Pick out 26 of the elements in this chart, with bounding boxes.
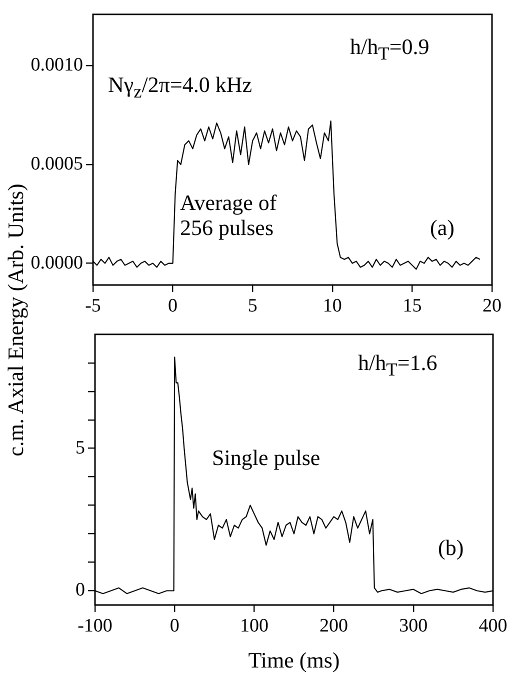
annotation: (b) [438, 535, 464, 560]
annotation: h/h$_{T}$=0.9 [350, 34, 430, 64]
x-tick-label: 200 [320, 615, 348, 636]
y-tick-label: 0.0010 [30, 54, 83, 76]
annotation: Nγ$_{z}$/2π=4.0 kHz [108, 72, 252, 102]
y-tick-label: 0 [76, 580, 85, 601]
x-tick-label: 400 [478, 615, 508, 636]
x-tick-label: -5 [85, 295, 101, 316]
annotation: Single pulse [212, 445, 320, 470]
y-axis-title: c.m. Axial Energy (Arb. Units) [3, 184, 29, 456]
x-tick-label: -100 [78, 615, 112, 636]
x-tick-label: 5 [248, 295, 258, 316]
annotation: (a) [430, 215, 454, 240]
y-tick-label: 0.0005 [30, 154, 83, 174]
x-tick-label: 15 [402, 295, 422, 316]
annotation: Average of 256 pulses [180, 190, 278, 241]
x-tick-label: 300 [399, 615, 428, 636]
x-tick-label: 100 [240, 615, 268, 636]
x-axis-title: Time (ms) [248, 648, 340, 673]
x-tick-label: 20 [482, 295, 502, 316]
x-tick-label: 10 [322, 295, 342, 316]
annotation: h/h$_{T}$=1.6 [358, 350, 438, 380]
y-tick-label: 0.0000 [30, 252, 83, 274]
x-tick-label: 0 [168, 295, 178, 316]
x-tick-label: 0 [170, 615, 180, 636]
y-tick-label: 5 [76, 437, 85, 458]
